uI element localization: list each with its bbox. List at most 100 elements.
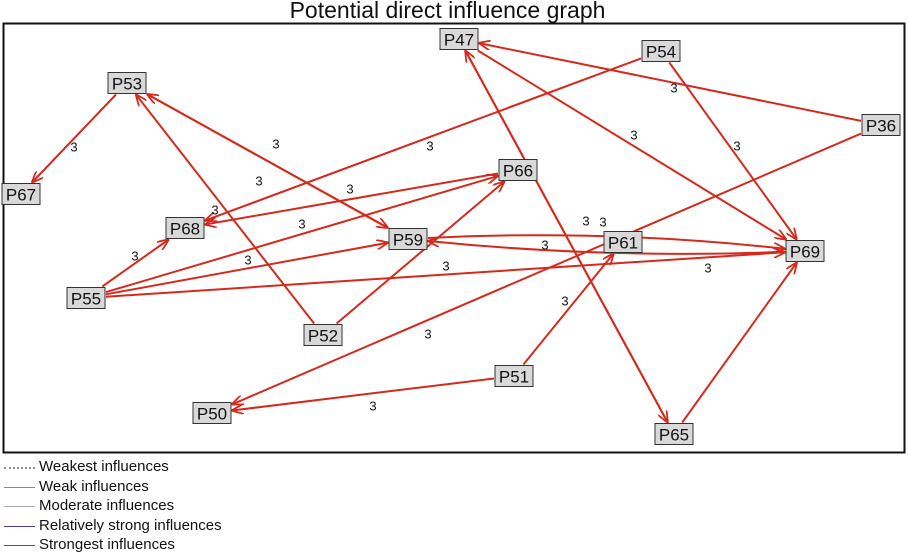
node-p47[interactable]: P47: [439, 28, 479, 50]
node-label: P52: [308, 327, 338, 346]
node-p36[interactable]: P36: [861, 114, 901, 136]
edge-p36-p50: [232, 132, 862, 405]
node-p53[interactable]: P53: [107, 72, 147, 94]
node-p67[interactable]: P67: [1, 183, 41, 205]
node-label: P50: [197, 405, 227, 424]
legend-item: Moderate influences: [4, 497, 324, 517]
edge-weight-label: 3: [244, 253, 251, 268]
node-p68[interactable]: P68: [165, 217, 205, 239]
legend-swatch: [4, 486, 35, 488]
edge-p55-p69: [105, 252, 785, 298]
edge-p65-p47: [465, 51, 669, 423]
node-box: [861, 114, 901, 136]
node-label: P59: [393, 231, 423, 250]
edge-p59-p53: [147, 94, 389, 229]
legend-item: Weak influences: [4, 478, 324, 498]
edge-weight-label: 3: [70, 140, 77, 155]
edge-p54-p68: [205, 57, 642, 220]
edge-p52-p66: [335, 182, 505, 325]
node-label: P54: [646, 43, 676, 62]
edge-weight-label: 3: [670, 81, 677, 96]
node-label: P36: [866, 117, 896, 136]
edges-layer: [32, 43, 862, 424]
node-box: [654, 423, 694, 445]
node-label: P67: [6, 186, 36, 205]
edge-weight-label: 3: [442, 259, 449, 274]
node-label: P65: [659, 426, 689, 445]
edge-weight-label: 3: [704, 261, 711, 276]
legend-label: Moderate influences: [39, 497, 175, 515]
legend-label: Weak influences: [39, 477, 149, 495]
edge-weight-label: 3: [255, 174, 262, 189]
edge-weight-label: 3: [426, 139, 433, 154]
nodes-layer: P47 P54 P53 P36 P67 P66 P68 P59 P61 P69 P55 P52 P51 P…: [1, 28, 901, 445]
edge-p51-p61: [522, 254, 613, 366]
edge-weight-label: 3: [211, 203, 218, 218]
node-label: P68: [170, 220, 200, 239]
node-box: [641, 40, 681, 62]
node-box: [303, 324, 343, 346]
node-label: P66: [503, 162, 533, 181]
edge-p51-p50: [232, 377, 495, 411]
legend-swatch: [4, 545, 35, 547]
edge-weight-label: 3: [599, 215, 606, 230]
node-box: [66, 287, 106, 309]
legend-item: Weakest influences: [4, 458, 324, 478]
legend-label: Relatively strong influences: [39, 516, 222, 534]
node-p69[interactable]: P69: [785, 240, 825, 262]
node-p59[interactable]: P59: [388, 228, 428, 250]
node-p65[interactable]: P65: [654, 423, 694, 445]
edge-weight-label: 3: [272, 137, 279, 152]
edge-weight-label: 3: [582, 214, 589, 229]
legend-swatch: [4, 506, 35, 508]
node-p54[interactable]: P54: [641, 40, 681, 62]
node-p51[interactable]: P51: [494, 365, 534, 387]
node-box: [192, 402, 232, 424]
edge-weight-label: 3: [733, 139, 740, 154]
node-box: [165, 217, 205, 239]
edge-weight-label: 3: [630, 128, 637, 143]
node-p52[interactable]: P52: [303, 324, 343, 346]
edge-p47-p69: [477, 49, 786, 240]
node-label: P55: [71, 290, 101, 309]
edge-p65-p69: [681, 263, 797, 424]
edge-weight-label: 3: [541, 238, 548, 253]
node-label: P53: [112, 75, 142, 94]
node-box: [603, 231, 643, 253]
edge-p53-p67: [32, 93, 117, 183]
legend-item: Relatively strong influences: [4, 517, 324, 537]
node-box: [1, 183, 41, 205]
edge-p36-p47: [479, 43, 862, 122]
legend-item: Strongest influences: [4, 536, 324, 556]
edge-p66-p68: [205, 172, 499, 225]
node-box: [494, 365, 534, 387]
edge-weight-label: 3: [131, 249, 138, 264]
node-box: [498, 159, 538, 181]
node-p50[interactable]: P50: [192, 402, 232, 424]
edge-weight-label: 3: [561, 294, 568, 309]
node-label: P51: [499, 368, 529, 387]
edge-p55-p68: [101, 240, 168, 288]
node-box: [388, 228, 428, 250]
node-label: P69: [790, 243, 820, 262]
node-box: [439, 28, 479, 50]
edge-weight-label: 3: [346, 182, 353, 197]
legend-swatch: [4, 467, 35, 469]
edge-weight-label: 3: [369, 399, 376, 414]
graph-title: Potential direct influence graph: [289, 0, 606, 23]
node-label: P61: [608, 234, 638, 253]
node-box: [107, 72, 147, 94]
edge-weight-label: 3: [298, 217, 305, 232]
node-label: P47: [444, 31, 474, 50]
edge-p54-p69: [668, 61, 796, 240]
edge-weight-label: 3: [424, 327, 431, 342]
graph-frame: [2, 22, 906, 454]
node-box: [785, 240, 825, 262]
node-p66[interactable]: P66: [498, 159, 538, 181]
node-p55[interactable]: P55: [66, 287, 106, 309]
node-p61[interactable]: P61: [603, 231, 643, 253]
edge-p55-p59: [105, 243, 388, 296]
edge-p55-p66: [105, 176, 498, 294]
